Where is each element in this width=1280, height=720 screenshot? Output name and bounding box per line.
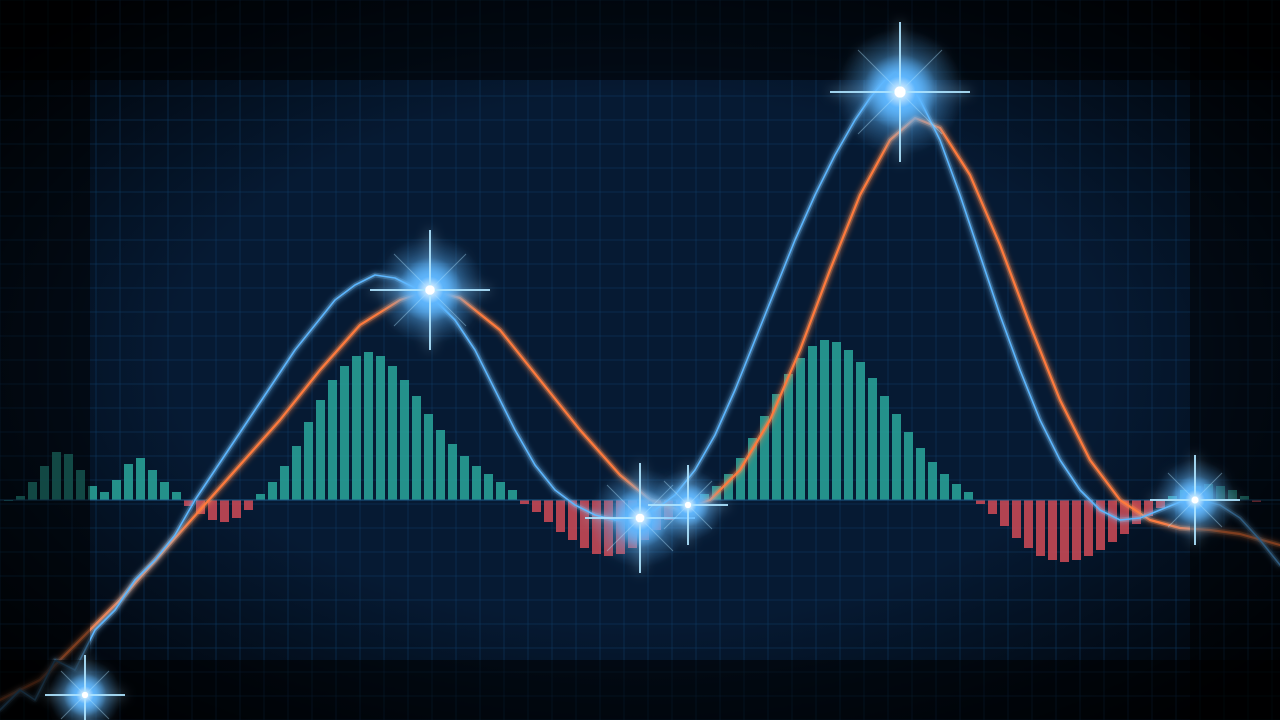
macd-chart <box>0 0 1280 720</box>
